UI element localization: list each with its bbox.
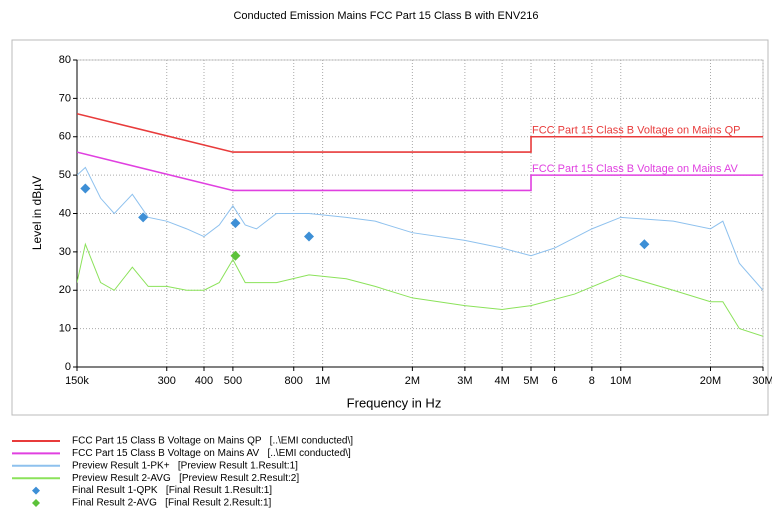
y-tick-label: 30 — [59, 246, 71, 258]
marker — [80, 183, 91, 194]
y-axis-label: Level in dBµV — [30, 176, 44, 250]
y-tick-label: 0 — [65, 361, 71, 373]
legend-label: Preview Result 2-AVG [Preview Result 2.R… — [72, 473, 299, 484]
y-tick-label: 70 — [59, 92, 71, 104]
y-tick-label: 40 — [59, 207, 71, 219]
x-tick-label: 800 — [285, 375, 303, 387]
x-tick-label: 500 — [224, 375, 242, 387]
marker — [303, 231, 314, 242]
marker — [138, 212, 149, 223]
x-tick-label: 4M — [494, 375, 509, 387]
series-group: FCC Part 15 Class B Voltage on Mains QP F… — [77, 112, 763, 337]
x-tick-label: 300 — [158, 375, 176, 387]
y-tick-label: 80 — [59, 54, 71, 66]
y-tick-label: 60 — [59, 131, 71, 143]
x-tick-label: 2M — [405, 375, 420, 387]
annotation: FCC Part 15 Class B Voltage on Mains AV — [532, 163, 738, 175]
x-tick-label: 150k — [65, 375, 89, 387]
legend-label: FCC Part 15 Class B Voltage on Mains AV … — [72, 448, 351, 459]
chart-title: Conducted Emission Mains FCC Part 15 Cla… — [233, 10, 538, 22]
y-tick-label: 20 — [59, 284, 71, 296]
x-tick-label: 30M — [752, 375, 772, 387]
series-line — [77, 151, 763, 192]
series-line — [77, 112, 763, 153]
legend-label: Final Result 2-AVG [Final Result 2.Resul… — [72, 498, 272, 509]
x-axis-label: Frequency in Hz — [347, 395, 442, 410]
x-tick-label: 8 — [589, 375, 595, 387]
x-tick-label: 5M — [523, 375, 538, 387]
x-tick-label: 400 — [195, 375, 213, 387]
series-line — [77, 242, 763, 337]
legend-swatch — [32, 499, 40, 507]
marker — [230, 250, 241, 261]
x-tick-label: 20M — [700, 375, 721, 387]
x-tick-label: 1M — [315, 375, 330, 387]
marker — [639, 239, 650, 250]
x-tick-label: 3M — [457, 375, 472, 387]
marker — [230, 218, 241, 229]
x-tick-label: 6 — [552, 375, 558, 387]
legend-label: Final Result 1-QPK [Final Result 1.Resul… — [72, 485, 272, 496]
legend-swatch — [32, 486, 40, 495]
x-tick-label: 10M — [610, 375, 631, 387]
legend-label: FCC Part 15 Class B Voltage on Mains QP … — [72, 436, 353, 447]
y-tick-label: 10 — [59, 323, 71, 335]
legend-label: Preview Result 1-PK+ [Preview Result 1.R… — [72, 460, 298, 471]
series-line — [77, 166, 763, 291]
panel — [11, 39, 769, 416]
y-tick-label: 50 — [59, 169, 71, 181]
annotation: FCC Part 15 Class B Voltage on Mains QP — [532, 125, 740, 137]
